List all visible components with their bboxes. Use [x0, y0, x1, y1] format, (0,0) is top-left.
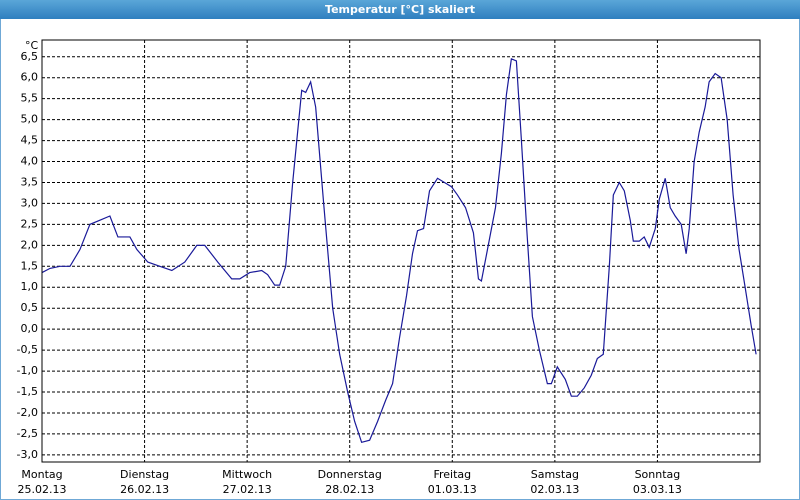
x-tick-label: 25.02.13 [18, 483, 67, 496]
x-tick-label: Montag [21, 468, 62, 481]
x-tick-label: 02.03.13 [530, 483, 579, 496]
y-tick-label: -1,0 [17, 364, 38, 377]
y-tick-label: 4,5 [21, 134, 39, 147]
y-tick-label: 6,0 [21, 71, 39, 84]
temperature-line [41, 58, 757, 444]
y-tick-label: 6,5 [21, 50, 39, 63]
y-tick-label: 5,5 [21, 92, 39, 105]
x-tick-label: Sonntag [635, 468, 681, 481]
y-tick-label: -2,0 [17, 406, 38, 419]
y-tick-label: 5,0 [21, 113, 39, 126]
y-tick-label: 4,0 [21, 155, 39, 168]
x-tick-label: Mittwoch [222, 468, 272, 481]
y-tick-label: -0,5 [17, 343, 38, 356]
x-tick-label: Freitag [433, 468, 471, 481]
y-unit: °C [25, 39, 39, 52]
y-tick-label: 1,0 [21, 280, 39, 293]
y-tick-label: -1,5 [17, 385, 38, 398]
title-bar [0, 0, 800, 19]
x-tick-label: Dienstag [120, 468, 169, 481]
y-tick-label: 1,5 [21, 259, 39, 272]
x-tick-label: 26.02.13 [120, 483, 169, 496]
x-tick-label: 03.03.13 [633, 483, 682, 496]
y-tick-label: 3,5 [21, 175, 39, 188]
y-tick-label: 0,0 [21, 322, 39, 335]
y-tick-label: 2,5 [21, 217, 39, 230]
y-tick-label: 2,0 [21, 238, 39, 251]
y-tick-label: -3,0 [17, 448, 38, 461]
x-tick-label: 28.02.13 [325, 483, 374, 496]
plot-frame [41, 39, 761, 463]
chart-title: Temperatur [°C] skaliert [325, 3, 475, 16]
x-tick-label: 01.03.13 [428, 483, 477, 496]
x-tick-label: Donnerstag [318, 468, 382, 481]
y-tick-label: -2,5 [17, 427, 38, 440]
y-tick-label: 0,5 [21, 301, 39, 314]
x-tick-label: 27.02.13 [223, 483, 272, 496]
x-tick-label: Samstag [531, 468, 579, 481]
y-tick-label: 3,0 [21, 196, 39, 209]
